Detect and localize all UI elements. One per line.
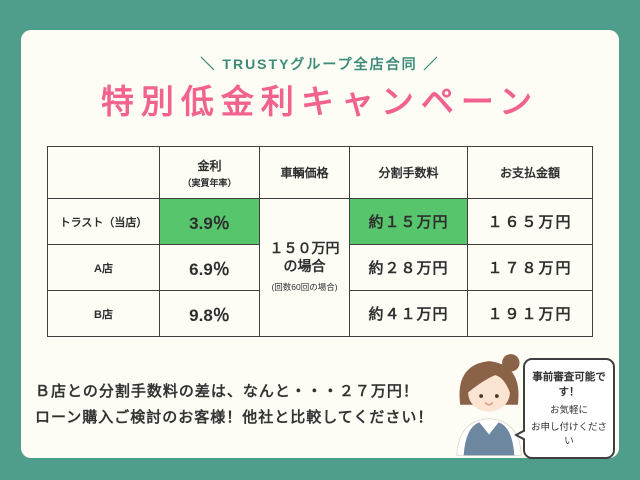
total-b: １９１万円: [467, 290, 593, 337]
woman-icon: [456, 354, 522, 456]
rate-trust: 3.9％: [159, 198, 260, 245]
speech-bubble: 事前審査可能です！ お気軽に お申し付けください: [514, 358, 615, 459]
fee-trust: 約１５万円: [349, 198, 468, 245]
header-rate-main: 金利: [197, 158, 222, 173]
header-total-cell: お支払金額: [467, 146, 593, 199]
fee-b: 約４１万円: [349, 290, 468, 337]
bubble-text-line3: お申し付けください: [530, 422, 607, 447]
price-condition-cell: １５０万円 の場合 (回数60回の場合): [259, 198, 350, 337]
price-condition-sub: (回数60回の場合): [271, 282, 338, 292]
campaign-title: 特別低金利キャンペーン: [100, 83, 540, 120]
table-header-row: 金利 （実質年率） 車輌価格 分割手数料 お支払金額: [47, 146, 593, 199]
bubble-text-line1: 事前審査可能です！: [532, 371, 606, 398]
header-rate-sub: （実質年率）: [182, 177, 237, 188]
loan-comparison-table: 金利 （実質年率） 車輌価格 分割手数料 お支払金額 トラスト（当店） 3.9％…: [47, 146, 593, 337]
bubble-text-line2: お気軽に: [549, 405, 588, 416]
header-price-cell: 車輌価格: [259, 146, 350, 199]
flyer-card: ＼ TRUSTYグループ全店合同 ／ 特別低金利キャンペーン 金利 （実質年率）…: [21, 30, 619, 459]
header-fee-cell: 分割手数料: [349, 146, 468, 199]
campaign-subtitle: ＼ TRUSTYグループ全店合同 ／: [200, 56, 440, 72]
table-row-shop-b: B店 9.8％ 約４１万円 １９１万円: [47, 290, 593, 337]
footer-message-difference: Ｂ店との分割手数料の差は、なんと・・・２７万円！: [35, 383, 419, 400]
table-row-shop-a: A店 6.9％ 約２８万円 １７８万円: [47, 244, 593, 291]
shop-name-trust: トラスト（当店）: [47, 198, 160, 245]
shop-name-a: A店: [47, 244, 160, 291]
header-blank-cell: [47, 146, 160, 199]
price-condition-line1: １５０万円: [269, 240, 340, 256]
footer-message-compare: ローン購入ご検討のお客様！他社と比較してください！: [35, 409, 434, 426]
total-a: １７８万円: [467, 244, 593, 291]
header-rate-cell: 金利 （実質年率）: [159, 146, 260, 199]
shop-name-b: B店: [47, 290, 160, 337]
rate-a: 6.9％: [159, 244, 260, 291]
table-row-trust: トラスト（当店） 3.9％ １５０万円 の場合 (回数60回の場合) 約１５万円…: [47, 198, 593, 337]
price-condition-line2: の場合: [283, 258, 326, 274]
staff-woman-illustration: [441, 350, 537, 456]
rate-b: 9.8％: [159, 290, 260, 337]
fee-a: 約２８万円: [349, 244, 468, 291]
total-trust: １６５万円: [467, 198, 593, 245]
